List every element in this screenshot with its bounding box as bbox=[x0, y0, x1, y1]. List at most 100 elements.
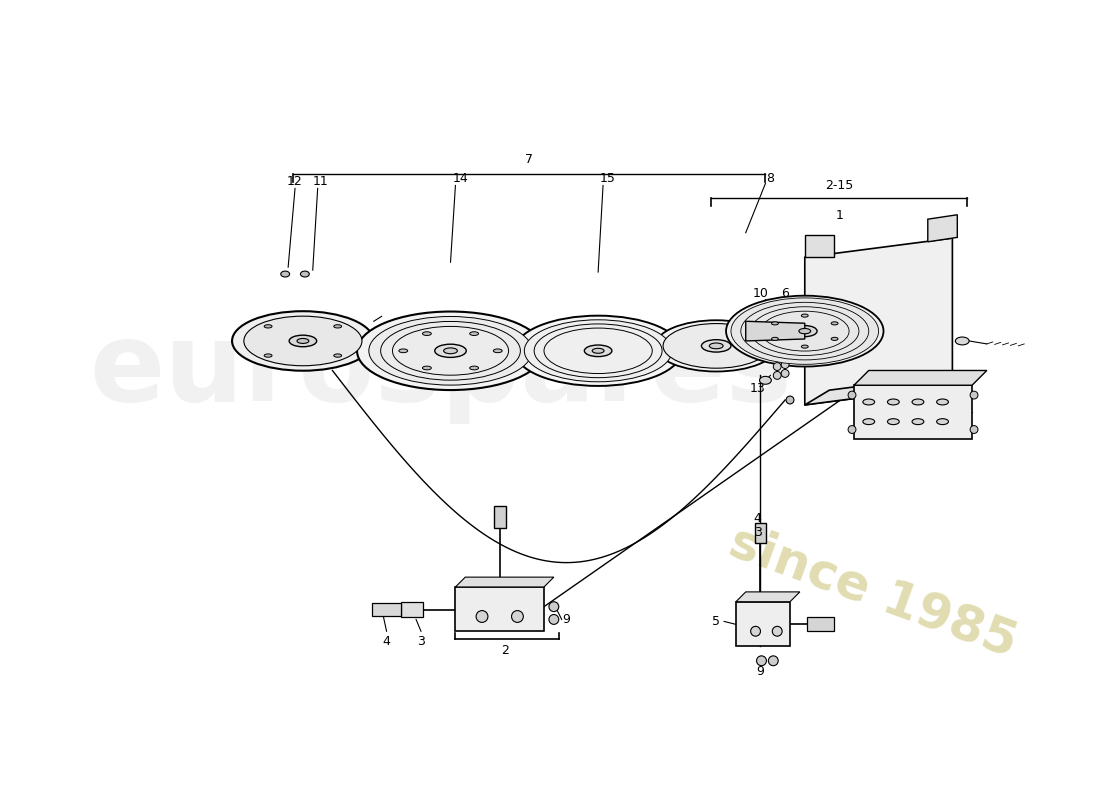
Ellipse shape bbox=[434, 344, 466, 358]
Bar bbox=[806, 618, 834, 631]
Circle shape bbox=[512, 610, 524, 622]
Ellipse shape bbox=[493, 349, 503, 353]
Circle shape bbox=[750, 626, 760, 636]
Ellipse shape bbox=[862, 418, 874, 425]
Circle shape bbox=[786, 396, 794, 404]
Circle shape bbox=[773, 362, 781, 370]
Ellipse shape bbox=[244, 316, 362, 366]
Polygon shape bbox=[805, 234, 834, 258]
Text: 12: 12 bbox=[287, 175, 303, 188]
Ellipse shape bbox=[525, 320, 672, 382]
Ellipse shape bbox=[702, 325, 780, 358]
Text: 2: 2 bbox=[500, 645, 508, 658]
Circle shape bbox=[848, 426, 856, 434]
Ellipse shape bbox=[381, 322, 520, 380]
Text: 9: 9 bbox=[563, 613, 571, 626]
Ellipse shape bbox=[333, 325, 342, 328]
Circle shape bbox=[757, 656, 767, 666]
Ellipse shape bbox=[955, 337, 969, 345]
Circle shape bbox=[476, 610, 488, 622]
Circle shape bbox=[549, 602, 559, 611]
Ellipse shape bbox=[912, 399, 924, 405]
Text: 3: 3 bbox=[417, 634, 425, 647]
Circle shape bbox=[781, 361, 789, 369]
Ellipse shape bbox=[774, 329, 802, 343]
Text: 9: 9 bbox=[757, 665, 764, 678]
Ellipse shape bbox=[264, 325, 272, 328]
Ellipse shape bbox=[535, 324, 662, 378]
Ellipse shape bbox=[393, 326, 508, 375]
Ellipse shape bbox=[289, 335, 317, 346]
Ellipse shape bbox=[422, 332, 431, 335]
Text: since 1985: since 1985 bbox=[723, 518, 1024, 666]
Ellipse shape bbox=[710, 328, 772, 354]
Ellipse shape bbox=[796, 328, 815, 338]
Ellipse shape bbox=[740, 302, 869, 360]
Ellipse shape bbox=[888, 418, 900, 425]
Bar bbox=[736, 602, 790, 646]
Ellipse shape bbox=[663, 323, 769, 368]
Ellipse shape bbox=[862, 399, 874, 405]
Ellipse shape bbox=[368, 317, 532, 385]
Ellipse shape bbox=[280, 271, 289, 277]
Text: 3: 3 bbox=[754, 526, 761, 539]
Ellipse shape bbox=[399, 349, 408, 353]
Ellipse shape bbox=[300, 271, 309, 277]
Ellipse shape bbox=[264, 354, 272, 358]
Bar bbox=[854, 386, 972, 439]
Ellipse shape bbox=[544, 328, 652, 374]
Text: 11: 11 bbox=[312, 175, 329, 188]
Polygon shape bbox=[746, 322, 805, 341]
Ellipse shape bbox=[832, 322, 838, 325]
Ellipse shape bbox=[584, 345, 612, 357]
Circle shape bbox=[970, 426, 978, 434]
Ellipse shape bbox=[297, 338, 309, 343]
Bar bbox=[455, 587, 544, 631]
Circle shape bbox=[772, 626, 782, 636]
Ellipse shape bbox=[888, 399, 900, 405]
Ellipse shape bbox=[358, 311, 544, 390]
Polygon shape bbox=[455, 577, 553, 587]
Ellipse shape bbox=[470, 366, 478, 370]
Text: 10: 10 bbox=[752, 287, 769, 300]
Ellipse shape bbox=[912, 418, 924, 425]
Ellipse shape bbox=[936, 418, 948, 425]
Text: 8: 8 bbox=[767, 172, 774, 185]
Polygon shape bbox=[927, 214, 957, 242]
Circle shape bbox=[769, 656, 778, 666]
Text: 4: 4 bbox=[754, 511, 761, 525]
Ellipse shape bbox=[702, 340, 732, 352]
Ellipse shape bbox=[333, 354, 342, 358]
Ellipse shape bbox=[792, 326, 817, 337]
Ellipse shape bbox=[771, 322, 779, 325]
Bar bbox=[755, 523, 767, 542]
Ellipse shape bbox=[750, 306, 859, 355]
Ellipse shape bbox=[752, 330, 788, 348]
Ellipse shape bbox=[515, 316, 682, 386]
Circle shape bbox=[848, 391, 856, 399]
Bar bbox=[372, 602, 402, 617]
Polygon shape bbox=[854, 370, 987, 386]
Circle shape bbox=[773, 371, 781, 379]
Ellipse shape bbox=[771, 338, 779, 341]
Text: 6: 6 bbox=[781, 287, 789, 300]
Ellipse shape bbox=[936, 399, 948, 405]
Text: 13: 13 bbox=[750, 382, 766, 394]
Ellipse shape bbox=[799, 329, 811, 334]
Ellipse shape bbox=[470, 332, 478, 335]
Polygon shape bbox=[805, 238, 953, 405]
Text: 1: 1 bbox=[835, 210, 844, 222]
Bar bbox=[494, 506, 506, 528]
Ellipse shape bbox=[801, 314, 808, 317]
Ellipse shape bbox=[726, 296, 883, 366]
Circle shape bbox=[549, 614, 559, 624]
Circle shape bbox=[970, 391, 978, 399]
Ellipse shape bbox=[759, 376, 771, 384]
Ellipse shape bbox=[443, 348, 458, 354]
Ellipse shape bbox=[656, 320, 778, 371]
Ellipse shape bbox=[832, 338, 838, 341]
Text: 14: 14 bbox=[452, 172, 469, 185]
Ellipse shape bbox=[232, 311, 374, 370]
Ellipse shape bbox=[422, 366, 431, 370]
Ellipse shape bbox=[760, 311, 849, 351]
